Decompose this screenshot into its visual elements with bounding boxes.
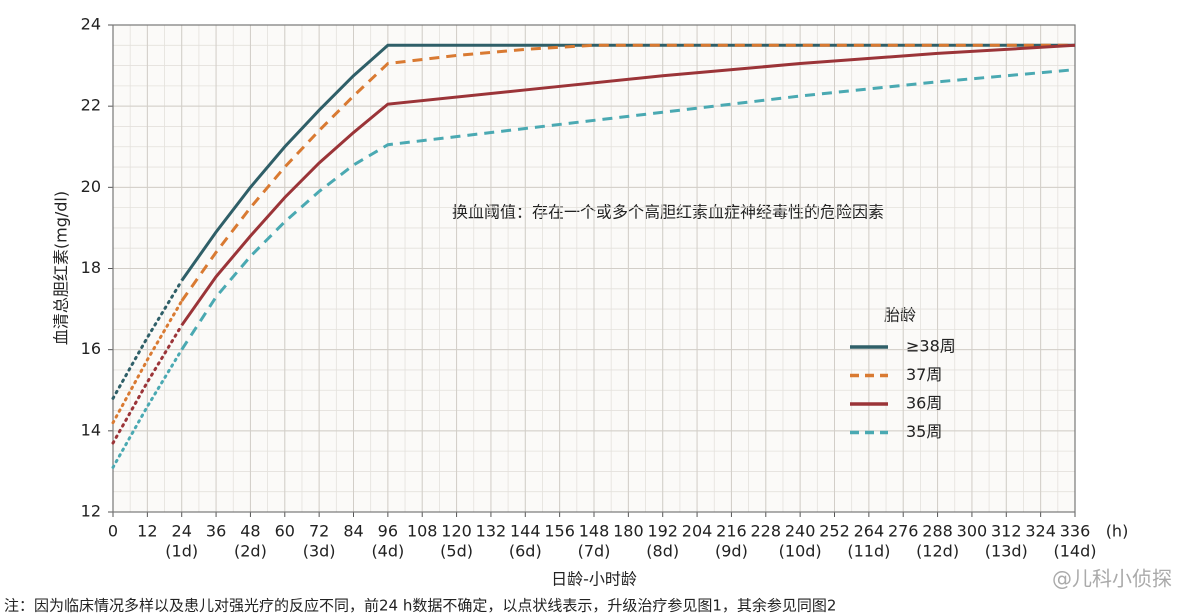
x-unit: (h) [1106, 522, 1129, 541]
x-tick-label: 264 [854, 522, 885, 541]
x-tick-label: 36 [206, 522, 226, 541]
x-day-label: (14d) [1054, 542, 1097, 561]
legend-label: ≥38周 [906, 337, 956, 356]
x-day-label: (3d) [303, 542, 336, 561]
line-dotted [111, 299, 184, 425]
legend-label: 37周 [906, 365, 942, 384]
x-tick-label: 300 [957, 522, 988, 541]
x-day-label: (6d) [509, 542, 542, 561]
x-day-label: (9d) [715, 542, 748, 561]
legend-label: 35周 [906, 422, 942, 441]
x-tick-label: 72 [309, 522, 329, 541]
line [180, 43, 1076, 327]
x-tick-label: 0 [108, 522, 118, 541]
x-tick-label: 288 [922, 522, 953, 541]
x-tick-label: 216 [716, 522, 747, 541]
y-tick-label: 14 [81, 420, 101, 439]
line [180, 43, 1075, 302]
x-tick-label: 156 [544, 522, 575, 541]
x-tick-label: 204 [682, 522, 713, 541]
x-axis-label: 日龄-小时龄 [551, 570, 637, 589]
y-tick-label: 24 [81, 15, 101, 34]
y-axis-label: 血清总胆红素(mg/dl) [52, 191, 71, 345]
x-tick-label: 84 [343, 522, 363, 541]
x-day-label: (8d) [646, 542, 679, 561]
x-day-label: (7d) [578, 542, 611, 561]
x-tick-label: 96 [378, 522, 398, 541]
x-tick-label: 108 [407, 522, 438, 541]
x-tick-label: 324 [1025, 522, 1056, 541]
x-tick-label: 48 [240, 522, 260, 541]
x-tick-label: 276 [888, 522, 919, 541]
x-day-label: (13d) [985, 542, 1028, 561]
x-tick-label: 336 [1060, 522, 1091, 541]
x-tick-label: 192 [647, 522, 678, 541]
x-day-label: (2d) [234, 542, 267, 561]
x-day-label: (10d) [779, 542, 822, 561]
footnote: 注：因为临床情况多样以及患儿对强光疗的反应不同，前24 h数据不确定，以点状线表… [4, 597, 836, 615]
watermark: @儿科小侦探 [1052, 567, 1172, 591]
x-tick-label: 312 [991, 522, 1022, 541]
x-tick-label: 240 [785, 522, 816, 541]
x-tick-label: 24 [172, 522, 192, 541]
y-tick-label: 20 [81, 177, 101, 196]
x-tick-label: 252 [819, 522, 850, 541]
x-day-label: (5d) [440, 542, 473, 561]
x-day-label: (11d) [847, 542, 890, 561]
legend-title: 胎龄 [884, 306, 916, 325]
y-tick-label: 16 [81, 339, 101, 358]
x-tick-label: 132 [476, 522, 507, 541]
x-tick-label: 180 [613, 522, 644, 541]
y-tick-label: 12 [81, 502, 101, 521]
x-tick-label: 12 [137, 522, 157, 541]
legend-label: 36周 [906, 394, 942, 413]
x-day-label: (4d) [371, 542, 404, 561]
annotation: 换血阈值：存在一个或多个高胆红素血症神经毒性的危险因素 [452, 203, 884, 222]
plot-frame [112, 24, 1076, 513]
x-tick-label: 120 [441, 522, 472, 541]
y-tick-label: 22 [81, 96, 101, 115]
x-tick-label: 148 [579, 522, 610, 541]
y-tick-label: 18 [81, 258, 101, 277]
line [180, 68, 1076, 351]
x-tick-label: 144 [510, 522, 541, 541]
x-day-label: (1d) [165, 542, 198, 561]
line [180, 43, 1075, 282]
x-tick-label: 228 [751, 522, 782, 541]
x-tick-label: 60 [275, 522, 295, 541]
x-day-label: (12d) [916, 542, 959, 561]
